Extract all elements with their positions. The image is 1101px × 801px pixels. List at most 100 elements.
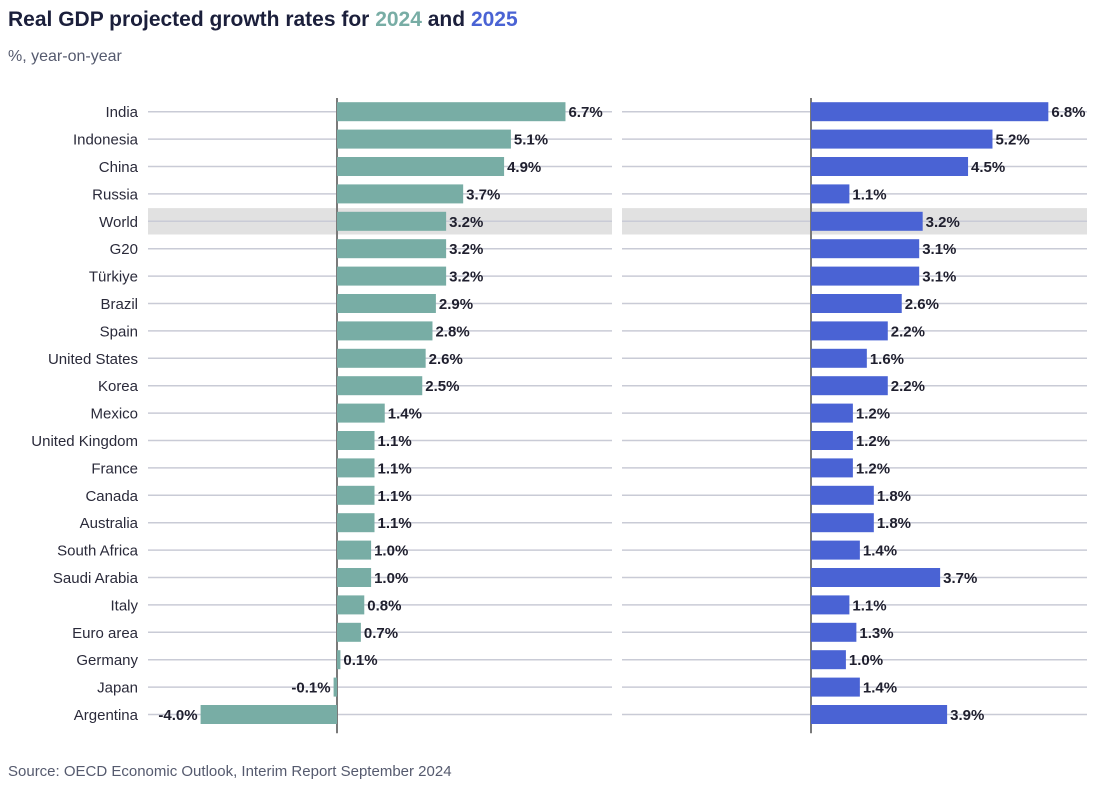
category-label-united-states: United States bbox=[48, 351, 138, 368]
bar-2025-germany bbox=[811, 650, 846, 670]
bar-2025-australia bbox=[811, 513, 874, 533]
value-label-2025-australia: 1.8% bbox=[877, 515, 911, 532]
bar-2024-t-rkiye bbox=[337, 266, 447, 286]
value-label-2025-t-rkiye: 3.1% bbox=[922, 269, 956, 286]
category-label-euro-area: Euro area bbox=[72, 625, 139, 642]
category-label-mexico: Mexico bbox=[90, 406, 138, 423]
value-label-2025-united-states: 1.6% bbox=[870, 351, 904, 368]
value-label-2025-argentina: 3.9% bbox=[950, 707, 984, 724]
bar-2025-argentina bbox=[811, 705, 948, 724]
value-label-2025-canada: 1.8% bbox=[877, 488, 911, 505]
value-label-2024-germany: 0.1% bbox=[343, 652, 377, 669]
value-label-2025-euro-area: 1.3% bbox=[859, 625, 893, 642]
value-label-2025-saudi-arabia: 3.7% bbox=[943, 570, 977, 587]
bar-2025-china bbox=[811, 157, 969, 176]
bar-2024-china bbox=[337, 157, 505, 176]
value-label-2024-italy: 0.8% bbox=[367, 597, 401, 614]
value-label-2025-japan: 1.4% bbox=[863, 680, 897, 697]
bar-2025-france bbox=[811, 458, 853, 478]
bar-2025-united-kingdom bbox=[811, 431, 853, 450]
bar-2025-spain bbox=[811, 321, 888, 341]
bar-2024-world bbox=[337, 211, 447, 231]
value-label-2025-south-africa: 1.4% bbox=[863, 543, 897, 560]
category-label-china: China bbox=[99, 159, 139, 176]
bar-2025-korea bbox=[811, 376, 888, 396]
bar-2024-korea bbox=[337, 376, 423, 396]
value-label-2024-japan: -0.1% bbox=[291, 680, 330, 697]
bar-2024-united-kingdom bbox=[337, 431, 375, 450]
value-label-2024-brazil: 2.9% bbox=[439, 296, 473, 313]
value-label-2025-mexico: 1.2% bbox=[856, 406, 890, 423]
chart-title: Real GDP projected growth rates for 2024… bbox=[8, 8, 518, 31]
value-label-2025-indonesia: 5.2% bbox=[995, 132, 1029, 149]
bar-2024-japan bbox=[333, 677, 337, 697]
value-label-2024-g20: 3.2% bbox=[449, 241, 483, 258]
bar-2025-world bbox=[811, 211, 923, 231]
bar-2025-g20 bbox=[811, 239, 920, 259]
bar-2024-g20 bbox=[337, 239, 447, 259]
value-label-2025-india: 6.8% bbox=[1051, 104, 1085, 121]
value-label-2024-korea: 2.5% bbox=[425, 378, 459, 395]
bar-2025-mexico bbox=[811, 403, 853, 423]
title-year-2024: 2024 bbox=[375, 8, 422, 31]
bar-2025-euro-area bbox=[811, 622, 857, 642]
bar-2024-italy bbox=[337, 595, 365, 615]
category-label-korea: Korea bbox=[98, 378, 139, 395]
bar-2025-india bbox=[811, 102, 1049, 122]
bar-2025-indonesia bbox=[811, 129, 993, 149]
bar-2024-argentina bbox=[200, 705, 337, 724]
value-label-2024-indonesia: 5.1% bbox=[514, 132, 548, 149]
bar-2025-united-states bbox=[811, 348, 867, 368]
value-label-2024-mexico: 1.4% bbox=[388, 406, 422, 423]
bar-2024-south-africa bbox=[337, 540, 372, 560]
category-label-world: World bbox=[99, 214, 138, 231]
value-label-2024-spain: 2.8% bbox=[435, 323, 469, 340]
bar-2024-france bbox=[337, 458, 375, 478]
category-label-united-kingdom: United Kingdom bbox=[31, 433, 138, 450]
category-label-indonesia: Indonesia bbox=[73, 132, 139, 149]
value-label-2025-spain: 2.2% bbox=[891, 323, 925, 340]
growth-bar-chart: India Indonesia China Russia World G20 Türkiye… bbox=[31, 98, 1087, 734]
value-label-2025-united-kingdom: 1.2% bbox=[856, 433, 890, 450]
category-label-italy: Italy bbox=[110, 597, 138, 614]
value-label-2025-china: 4.5% bbox=[971, 159, 1005, 176]
category-label-russia: Russia bbox=[92, 186, 139, 203]
value-label-2025-france: 1.2% bbox=[856, 460, 890, 477]
category-label-india: India bbox=[105, 104, 138, 121]
bar-2025-brazil bbox=[811, 294, 902, 313]
category-label-canada: Canada bbox=[85, 488, 138, 505]
value-label-2024-india: 6.7% bbox=[568, 104, 602, 121]
category-label-germany: Germany bbox=[76, 652, 138, 669]
category-label-south-africa: South Africa bbox=[57, 543, 139, 560]
value-label-2024-united-states: 2.6% bbox=[429, 351, 463, 368]
category-label-g20: G20 bbox=[110, 241, 138, 258]
value-label-2025-g20: 3.1% bbox=[922, 241, 956, 258]
bar-2025-south-africa bbox=[811, 540, 860, 560]
bar-2024-brazil bbox=[337, 294, 436, 313]
value-label-2024-canada: 1.1% bbox=[378, 488, 412, 505]
bar-2025-t-rkiye bbox=[811, 266, 920, 286]
source-note: Source: OECD Economic Outlook, Interim R… bbox=[8, 763, 452, 780]
value-label-2025-korea: 2.2% bbox=[891, 378, 925, 395]
category-label-japan: Japan bbox=[97, 680, 138, 697]
category-label-france: France bbox=[91, 460, 138, 477]
value-label-2024-south-africa: 1.0% bbox=[374, 543, 408, 560]
value-label-2024-world: 3.2% bbox=[449, 214, 483, 231]
bar-2025-japan bbox=[811, 677, 860, 697]
category-label-argentina: Argentina bbox=[74, 707, 139, 724]
value-label-2025-russia: 1.1% bbox=[852, 186, 886, 203]
category-label-saudi-arabia: Saudi Arabia bbox=[53, 570, 139, 587]
bar-2025-russia bbox=[811, 184, 850, 204]
bar-2024-canada bbox=[337, 485, 375, 505]
bar-2024-russia bbox=[337, 184, 464, 204]
bar-2025-italy bbox=[811, 595, 850, 615]
bar-2024-united-states bbox=[337, 348, 426, 368]
bar-2025-saudi-arabia bbox=[811, 568, 941, 587]
chart-subtitle: %, year-on-year bbox=[8, 48, 122, 65]
bar-2024-indonesia bbox=[337, 129, 511, 149]
bar-2024-euro-area bbox=[337, 622, 361, 642]
value-label-2024-australia: 1.1% bbox=[378, 515, 412, 532]
value-label-2025-world: 3.2% bbox=[926, 214, 960, 231]
bar-2024-spain bbox=[337, 321, 433, 341]
bar-2024-india bbox=[337, 102, 566, 122]
